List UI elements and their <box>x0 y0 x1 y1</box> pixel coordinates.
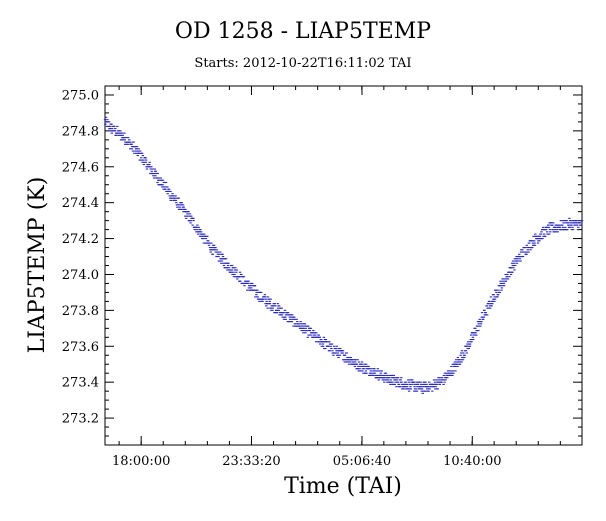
y-tick-label: 274.8 <box>62 124 99 139</box>
y-axis-label: LIAP5TEMP (K) <box>25 177 50 354</box>
y-tick-label: 273.2 <box>62 412 99 427</box>
x-tick-label: 23:33:20 <box>222 454 280 469</box>
x-tick-label: 05:06:40 <box>333 454 391 469</box>
x-axis-label: Time (TAI) <box>284 474 402 499</box>
y-axis: 273.2 273.4 273.6 273.8 274.0 274.2 274.4 274.6… <box>62 88 582 446</box>
y-tick-label: 273.4 <box>62 376 99 391</box>
x-tick-label: 10:40:00 <box>443 454 501 469</box>
plot-frame <box>104 85 583 446</box>
chart-title: OD 1258 - LIAP5TEMP <box>175 19 431 44</box>
x-tick-label: 18:00:00 <box>112 454 170 469</box>
y-tick-label: 274.2 <box>62 232 99 247</box>
y-tick-label: 273.6 <box>62 340 99 355</box>
y-tick-label: 274.4 <box>62 196 99 211</box>
y-tick-label: 274.6 <box>62 160 99 175</box>
y-tick-label: 274.0 <box>62 268 99 283</box>
data-points <box>103 116 584 394</box>
y-tick-label: 273.8 <box>62 304 99 319</box>
y-tick-label: 275.0 <box>62 88 99 103</box>
chart-subtitle: Starts: 2012-10-22T16:11:02 TAI <box>194 56 411 71</box>
x-axis: 18:00:00 23:33:20 05:06:40 10:40:00 <box>112 86 561 469</box>
